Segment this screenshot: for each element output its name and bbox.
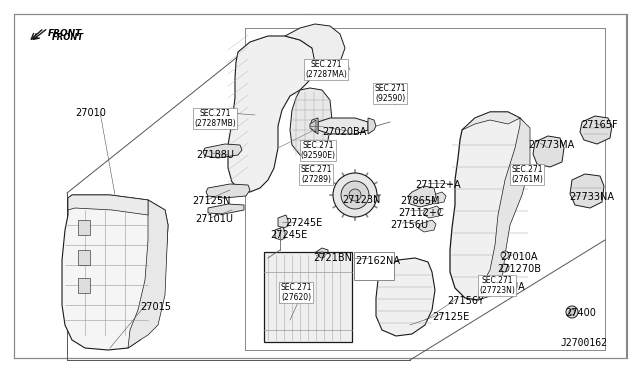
Text: SEC.271
(27620): SEC.271 (27620) xyxy=(280,283,312,302)
Text: 27245E: 27245E xyxy=(285,218,323,228)
Polygon shape xyxy=(423,206,441,218)
Bar xyxy=(264,252,352,342)
Polygon shape xyxy=(310,118,318,134)
Polygon shape xyxy=(376,258,435,336)
Text: 27162NA: 27162NA xyxy=(355,256,400,266)
Text: 27733NA: 27733NA xyxy=(569,192,614,202)
Polygon shape xyxy=(62,195,168,350)
Text: SEC.271
(2761M): SEC.271 (2761M) xyxy=(511,165,543,184)
Polygon shape xyxy=(206,184,250,198)
Circle shape xyxy=(501,264,509,272)
Text: 2721BN: 2721BN xyxy=(313,253,352,263)
Text: 27165UA: 27165UA xyxy=(480,282,525,292)
Circle shape xyxy=(501,251,509,259)
Polygon shape xyxy=(203,144,242,158)
Text: SEC.271
(27287MA): SEC.271 (27287MA) xyxy=(305,60,347,79)
Polygon shape xyxy=(450,112,530,300)
Text: J2700162: J2700162 xyxy=(560,338,607,348)
Text: 27020BA: 27020BA xyxy=(322,127,366,137)
Text: 27245E: 27245E xyxy=(270,230,307,240)
Text: 27165F: 27165F xyxy=(581,120,618,130)
Text: SEC.271
(27289): SEC.271 (27289) xyxy=(300,165,332,184)
Circle shape xyxy=(569,309,575,315)
Text: 27015: 27015 xyxy=(140,302,171,312)
Text: 271270B: 271270B xyxy=(497,264,541,274)
Polygon shape xyxy=(128,200,168,348)
Polygon shape xyxy=(318,118,368,134)
Text: 27865M: 27865M xyxy=(400,196,440,206)
Polygon shape xyxy=(368,118,376,134)
Polygon shape xyxy=(478,118,530,300)
Text: 27188U: 27188U xyxy=(196,150,234,160)
Text: 27773MA: 27773MA xyxy=(528,140,574,150)
Polygon shape xyxy=(310,120,316,132)
Text: SEC.271
(27287MB): SEC.271 (27287MB) xyxy=(194,109,236,128)
Circle shape xyxy=(566,306,578,318)
Text: 27125N: 27125N xyxy=(192,196,230,206)
Polygon shape xyxy=(208,204,244,214)
Polygon shape xyxy=(428,192,446,204)
Bar xyxy=(354,252,394,280)
Polygon shape xyxy=(570,174,604,208)
Polygon shape xyxy=(408,186,436,207)
Text: 27010: 27010 xyxy=(75,108,106,118)
Circle shape xyxy=(341,181,369,209)
Polygon shape xyxy=(290,88,332,158)
Text: 27123N: 27123N xyxy=(342,195,380,205)
Polygon shape xyxy=(533,136,564,167)
Text: FRONT: FRONT xyxy=(52,33,84,42)
Polygon shape xyxy=(418,220,436,232)
Text: 27112+A: 27112+A xyxy=(415,180,461,190)
Polygon shape xyxy=(278,215,288,228)
Polygon shape xyxy=(228,36,318,192)
Text: SEC.271
(27723N): SEC.271 (27723N) xyxy=(479,276,515,295)
Bar xyxy=(78,250,90,265)
Text: SEC.271
(92590E): SEC.271 (92590E) xyxy=(301,141,335,160)
Polygon shape xyxy=(580,116,612,144)
Text: 27112+C: 27112+C xyxy=(398,208,444,218)
Polygon shape xyxy=(275,227,285,240)
Text: FRONT: FRONT xyxy=(48,29,83,38)
Text: 27400: 27400 xyxy=(565,308,596,318)
Polygon shape xyxy=(68,195,148,215)
Text: 27156Y: 27156Y xyxy=(447,296,484,306)
Text: 27125E: 27125E xyxy=(432,312,469,322)
Bar xyxy=(78,278,90,293)
Circle shape xyxy=(319,252,325,258)
Polygon shape xyxy=(314,248,328,262)
Text: SEC.271
(92590): SEC.271 (92590) xyxy=(374,84,406,103)
Bar xyxy=(78,220,90,235)
Circle shape xyxy=(349,189,361,201)
Circle shape xyxy=(333,173,377,217)
Text: 27156U: 27156U xyxy=(390,220,428,230)
Text: 27010A: 27010A xyxy=(500,252,538,262)
Polygon shape xyxy=(462,112,520,130)
Polygon shape xyxy=(285,24,345,78)
Text: 27101U: 27101U xyxy=(195,214,233,224)
